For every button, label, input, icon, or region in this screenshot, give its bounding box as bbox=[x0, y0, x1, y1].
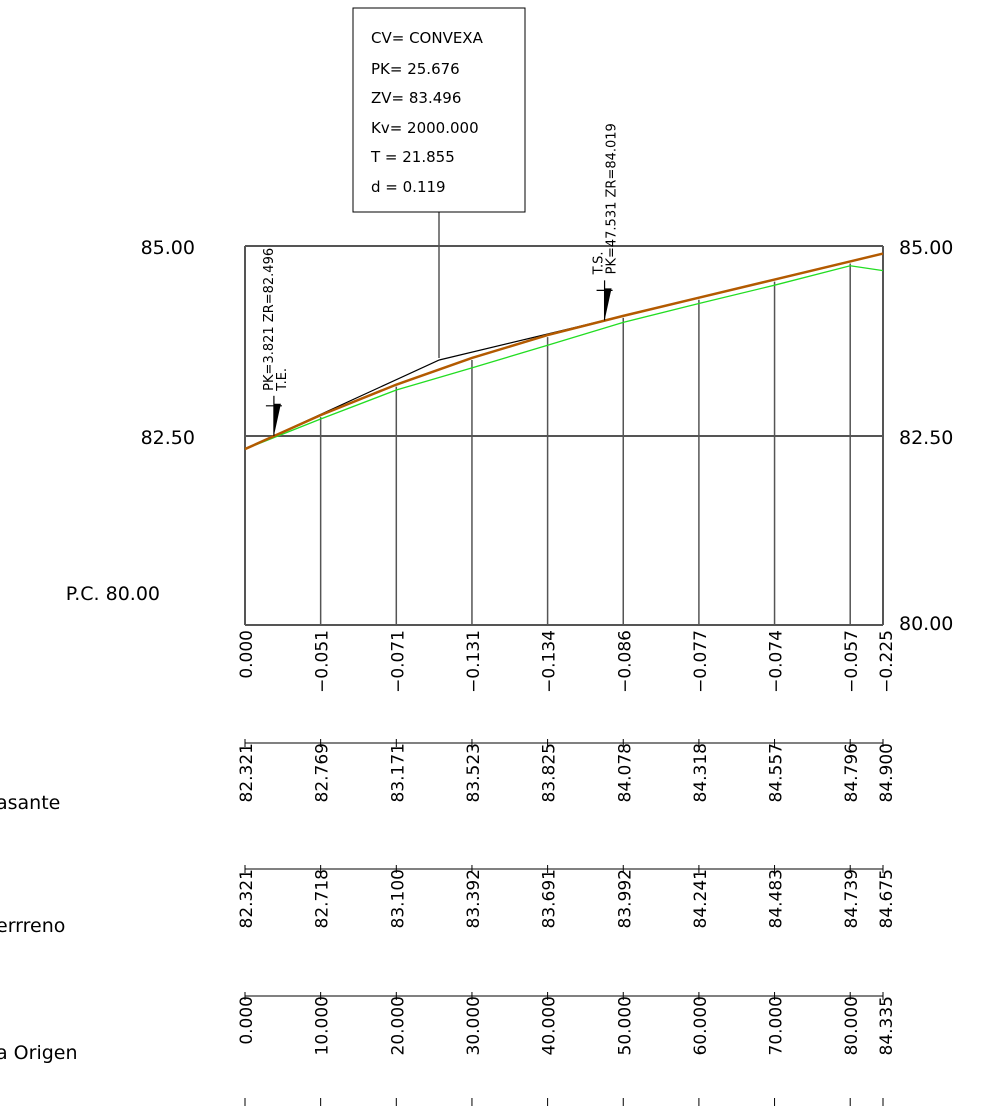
row-value-text: 83.523 bbox=[464, 743, 484, 802]
row-value-text: 83.825 bbox=[540, 743, 560, 802]
tangent-lines bbox=[244, 319, 605, 450]
terreno-row: 82.321 82.718 83.100 83.392 83.691 83.992 84.2… bbox=[237, 865, 897, 928]
row-value-text: 84.739 bbox=[842, 869, 862, 928]
row-label-origin: a Origen bbox=[0, 1042, 78, 1064]
row-value-text: 83.171 bbox=[388, 743, 408, 802]
row-value-text: 82.718 bbox=[313, 869, 333, 928]
right-tick-85: 85.00 bbox=[899, 237, 953, 259]
row-value-text: −0.074 bbox=[767, 630, 787, 693]
curve-pk-text: PK= 25.676 bbox=[371, 60, 460, 78]
left-tick-82-5: 82.50 bbox=[141, 427, 195, 449]
row-value-text: 80.000 bbox=[842, 996, 862, 1055]
row-value-text: 84.335 bbox=[877, 996, 897, 1055]
marker-arrow-icon bbox=[273, 403, 281, 436]
row-value-text: −0.134 bbox=[540, 630, 560, 693]
row-value-text: −0.057 bbox=[842, 630, 862, 693]
row-value-text: 84.900 bbox=[877, 743, 897, 802]
vertical-curve-info-box: CV= CONVEXA PK= 25.676 ZV= 83.496 Kv= 20… bbox=[352, 7, 526, 358]
te-marker bbox=[265, 395, 282, 436]
rasante-line bbox=[244, 252, 884, 451]
row-value-text: 84.557 bbox=[767, 743, 787, 802]
differences-row: 0.000 −0.051 −0.071 −0.131 −0.134 −0.086 −0.07… bbox=[237, 630, 897, 693]
right-tick-80: 80.00 bbox=[899, 613, 953, 635]
row-value-text: 84.675 bbox=[877, 869, 897, 928]
row-value-text: 82.321 bbox=[237, 743, 257, 802]
row-value-text: 84.796 bbox=[842, 743, 862, 802]
te-pk-label: PK=3.821 ZR=82.496 bbox=[262, 248, 277, 391]
row-value-text: 83.392 bbox=[464, 869, 484, 928]
row-value-text: −0.071 bbox=[388, 630, 408, 693]
row-value-text: 84.483 bbox=[767, 869, 787, 928]
te-name-label: T.E. bbox=[275, 368, 290, 392]
profile-frame bbox=[244, 245, 884, 626]
rasante-row: 82.321 82.769 83.171 83.523 83.825 84.078 84.3… bbox=[237, 739, 897, 802]
stations-row: 0.000 10.000 20.000 30.000 40.000 50.000 60.00… bbox=[237, 992, 897, 1106]
row-value-text: 83.992 bbox=[615, 869, 635, 928]
row-value-text: 50.000 bbox=[615, 996, 635, 1055]
terreno-line bbox=[244, 265, 884, 450]
row-value-text: 83.691 bbox=[540, 869, 560, 928]
row-value-text: 82.769 bbox=[313, 743, 333, 802]
row-value-text: −0.051 bbox=[313, 630, 333, 693]
curve-zv-text: ZV= 83.496 bbox=[371, 89, 461, 107]
curve-type-text: CV= CONVEXA bbox=[371, 29, 484, 47]
row-value-text: −0.131 bbox=[464, 630, 484, 693]
left-tick-85: 85.00 bbox=[141, 237, 195, 259]
row-value-text: 0.000 bbox=[237, 630, 257, 679]
row-value-text: 84.318 bbox=[691, 743, 711, 802]
row-label-terreno: errreno bbox=[0, 915, 65, 937]
row-label-rasante: asante bbox=[0, 792, 60, 814]
row-value-text: 60.000 bbox=[691, 996, 711, 1055]
marker-arrow-icon bbox=[604, 288, 612, 321]
row-value-text: −0.077 bbox=[691, 630, 711, 693]
ts-pk-label: PK=47.531 ZR=84.019 bbox=[605, 123, 620, 274]
row-value-text: 84.078 bbox=[615, 743, 635, 802]
ts-name-label: T.S. bbox=[592, 251, 607, 275]
tangent-polyline bbox=[244, 319, 605, 450]
row-value-text: 20.000 bbox=[388, 996, 408, 1055]
curve-t-text: T = 21.855 bbox=[370, 148, 455, 166]
row-value-text: 0.000 bbox=[237, 996, 257, 1045]
curve-kv-text: Kv= 2000.000 bbox=[371, 119, 479, 137]
row-value-text: 83.100 bbox=[388, 869, 408, 928]
row-value-text: 30.000 bbox=[464, 996, 484, 1055]
row-value-text: 10.000 bbox=[313, 996, 333, 1055]
row-value-text: −0.086 bbox=[615, 630, 635, 693]
row-value-text: 40.000 bbox=[540, 996, 560, 1055]
datum-label: P.C. 80.00 bbox=[66, 583, 160, 605]
row-value-text: −0.225 bbox=[877, 630, 897, 693]
ts-marker bbox=[596, 280, 613, 321]
row-value-text: 70.000 bbox=[767, 996, 787, 1055]
row-value-text: 82.321 bbox=[237, 869, 257, 928]
station-verticals bbox=[319, 263, 851, 625]
row-value-text: 84.241 bbox=[691, 869, 711, 928]
curve-d-text: d = 0.119 bbox=[371, 178, 446, 196]
right-tick-82-5: 82.50 bbox=[899, 427, 953, 449]
